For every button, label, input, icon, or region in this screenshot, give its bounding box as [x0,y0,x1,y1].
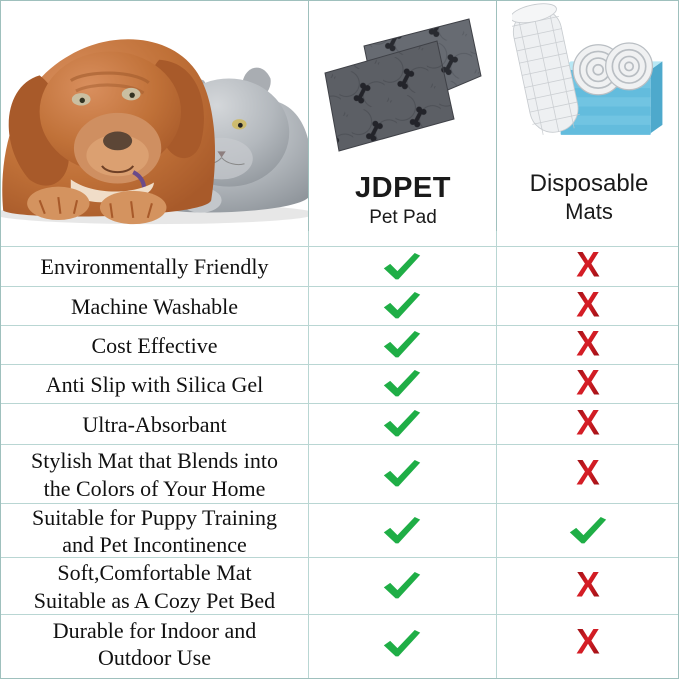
svg-text:X: X [576,251,600,283]
svg-text:X: X [576,291,600,323]
svg-text:X: X [576,330,600,362]
svg-text:X: X [576,369,600,401]
svg-text:X: X [576,409,600,441]
svg-text:X: X [576,459,600,491]
svg-text:X: X [576,571,600,603]
svg-text:X: X [576,628,600,660]
